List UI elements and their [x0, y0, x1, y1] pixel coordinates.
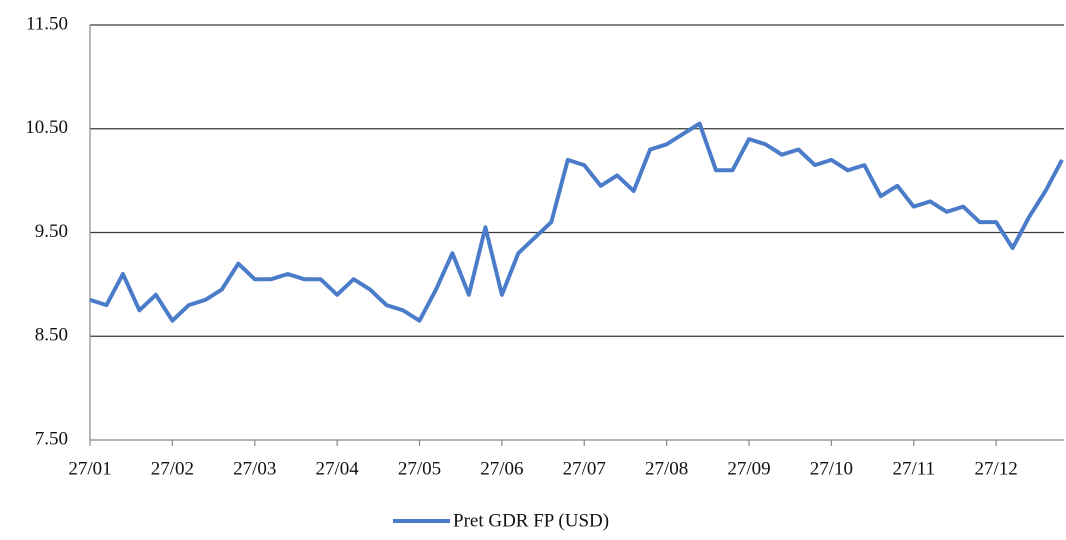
x-tick-label: 27/02	[151, 458, 194, 479]
x-tick-label: 27/07	[563, 458, 606, 479]
x-tick-label: 27/01	[68, 458, 111, 479]
y-tick-label: 8.50	[35, 325, 68, 346]
x-tick-label: 27/06	[480, 458, 523, 479]
y-tick-label: 9.50	[35, 221, 68, 242]
y-tick-label: 11.50	[26, 13, 68, 34]
y-tick-label: 10.50	[25, 117, 68, 138]
x-tick-label: 27/12	[974, 458, 1017, 479]
x-tick-label: 27/04	[315, 458, 359, 479]
x-tick-label: 27/03	[233, 458, 276, 479]
data-line	[89, 121, 1064, 323]
x-tick-label: 27/05	[398, 458, 441, 479]
x-tick-label: 27/11	[892, 458, 935, 479]
x-tick-label: 27/08	[645, 458, 688, 479]
x-tick-label: 27/09	[727, 458, 770, 479]
legend-label: Pret GDR FP (USD)	[453, 510, 609, 531]
x-tick-label: 27/10	[810, 458, 853, 479]
y-tick-label: 7.50	[35, 428, 68, 449]
